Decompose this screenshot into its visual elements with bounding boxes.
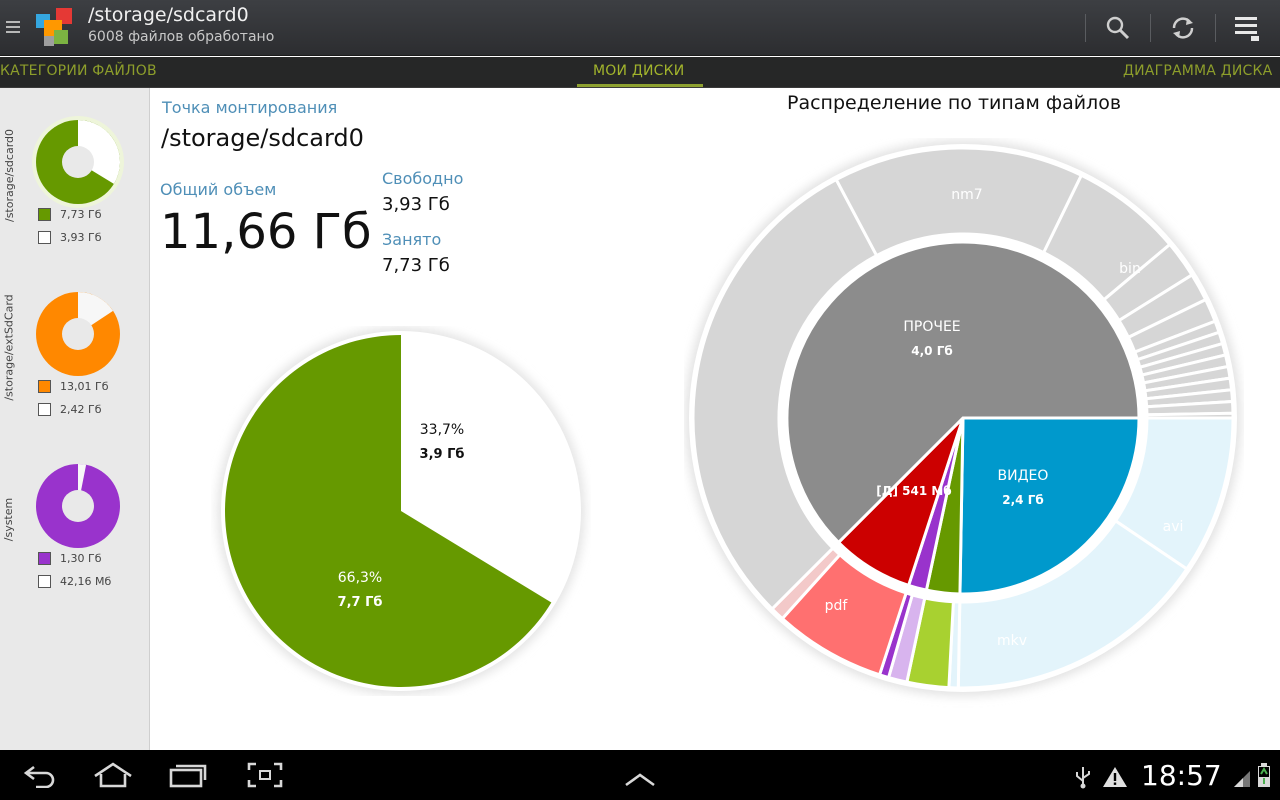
search-icon: [1106, 16, 1130, 40]
action-divider: [1215, 14, 1216, 42]
pie-used-percent: 66,3%: [338, 570, 382, 586]
legend-free: 3,93 Гб: [38, 231, 101, 244]
file-types-sunburst-chart: nm7 bin avi mkv pdf ПРОЧЕЕ 4,0 Гб ВИДЕО …: [685, 140, 1241, 696]
usage-pie-chart: 33,7% 3,9 Гб 66,3% 7,7 Гб: [217, 327, 585, 695]
drive-details-panel: Точка монтирования /storage/sdcard0 Общи…: [151, 88, 1280, 750]
drive-item-system[interactable]: /system 1,30 Гб 42,16 Мб: [0, 454, 150, 614]
drive-item-sdcard0[interactable]: /storage/sdcard0 7,73 Гб 3,93 Гб: [0, 110, 150, 270]
overflow-menu-button[interactable]: [1227, 10, 1267, 46]
legend-free: 42,16 Мб: [38, 575, 111, 588]
signal-icon: [1234, 771, 1250, 787]
tab-disk-chart[interactable]: ДИАГРАММА ДИСКА: [1123, 63, 1273, 79]
legend-free: 2,42 Гб: [38, 403, 101, 416]
drive-donut-icon: [36, 464, 120, 548]
tab-selected-indicator: [577, 84, 703, 87]
inner-label-video: ВИДЕО: [998, 468, 1049, 484]
battery-icon: [1258, 763, 1270, 787]
pie-used-size: 7,7 Гб: [338, 595, 383, 610]
free-space-value: 3,93 Гб: [382, 194, 450, 215]
usb-icon: [1076, 767, 1090, 789]
drive-donut-icon: [32, 116, 124, 208]
pie-free-size: 3,9 Гб: [420, 447, 465, 462]
drives-sidebar: /storage/sdcard0 7,73 Гб 3,93 Гб /storag…: [0, 88, 150, 750]
used-space-value: 7,73 Гб: [382, 255, 450, 276]
screenshot-icon[interactable]: [247, 762, 283, 788]
warning-icon: [1103, 767, 1127, 787]
outer-label-nm7: nm7: [951, 187, 982, 203]
outer-label-pdf: pdf: [825, 598, 849, 614]
used-space-label: Занято: [382, 230, 442, 249]
recent-apps-icon[interactable]: [168, 762, 208, 788]
action-divider: [1150, 14, 1151, 42]
inner-size-other: 4,0 Гб: [911, 344, 952, 358]
free-swatch: [38, 231, 51, 244]
refresh-button[interactable]: [1163, 10, 1203, 46]
free-swatch: [38, 575, 51, 588]
free-swatch: [38, 403, 51, 416]
file-types-title: Распределение по типам файлов: [787, 92, 1122, 114]
tab-bar: КАТЕГОРИИ ФАЙЛОВ МОИ ДИСКИ ДИАГРАММА ДИС…: [0, 57, 1280, 88]
back-icon[interactable]: [22, 762, 58, 788]
menu-icon: [1235, 17, 1259, 41]
free-space-label: Свободно: [382, 169, 464, 188]
mount-point-value: /storage/sdcard0: [161, 124, 364, 152]
pie-slice-used: [224, 335, 552, 687]
sunburst-inner-video: [958, 416, 1141, 596]
tab-file-categories[interactable]: КАТЕГОРИИ ФАЙЛОВ: [0, 63, 157, 79]
home-icon[interactable]: [92, 762, 134, 788]
app-logo-icon[interactable]: [34, 6, 76, 48]
mount-point-label: Точка монтирования: [162, 98, 338, 117]
outer-label-bin: bin: [1119, 261, 1141, 277]
pie-free-percent: 33,7%: [420, 422, 464, 438]
status-clock: 18:57: [1141, 759, 1222, 792]
outer-label-avi: avi: [1163, 519, 1184, 535]
app-subtitle: 6008 файлов обработано: [88, 29, 275, 45]
drive-donut-icon: [36, 292, 120, 376]
drive-path-label: /system: [2, 497, 16, 541]
action-divider: [1085, 14, 1086, 42]
system-navigation-bar: 18:57: [0, 750, 1280, 800]
used-swatch: [38, 208, 51, 221]
drive-item-extsdcard[interactable]: /storage/extSdCard 13,01 Гб 2,42 Гб: [0, 282, 150, 442]
used-swatch: [38, 380, 51, 393]
total-size-value: 11,66 Гб: [160, 204, 372, 260]
drive-path-label: /storage/sdcard0: [2, 128, 16, 222]
chevron-up-icon[interactable]: [624, 766, 656, 792]
inner-label-other: ПРОЧЕЕ: [903, 319, 960, 335]
total-size-label: Общий объем: [160, 180, 277, 199]
legend-used: 1,30 Гб: [38, 552, 101, 565]
legend-used: 13,01 Гб: [38, 380, 108, 393]
refresh-icon: [1172, 17, 1194, 39]
drive-path-label: /storage/extSdCard: [2, 293, 16, 401]
search-button[interactable]: [1098, 10, 1138, 46]
inner-label-documents: [Д] 541 Мб: [876, 484, 951, 498]
drawer-menu-icon[interactable]: [6, 18, 20, 38]
legend-used: 7,73 Гб: [38, 208, 101, 221]
app-title: /storage/sdcard0: [88, 4, 249, 26]
inner-size-video: 2,4 Гб: [1002, 493, 1043, 507]
action-bar: /storage/sdcard0 6008 файлов обработано: [0, 0, 1280, 56]
used-swatch: [38, 552, 51, 565]
sunburst-outer-tiny: [1145, 411, 1235, 420]
tab-my-disks[interactable]: МОИ ДИСКИ: [593, 63, 685, 79]
sunburst-outer-other-large: [691, 177, 879, 612]
outer-label-mkv: mkv: [997, 633, 1027, 649]
sunburst-inner-other: [785, 240, 1141, 545]
